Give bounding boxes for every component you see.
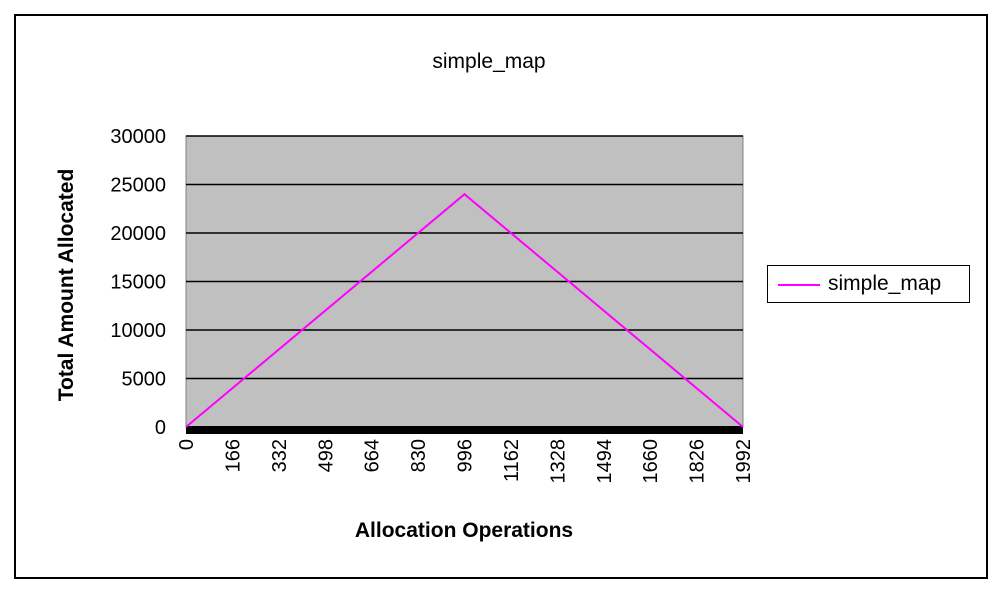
x-tick-label: 166	[222, 439, 244, 472]
x-tick-label: 996	[455, 439, 477, 472]
y-tick-label: 10000	[110, 320, 166, 342]
x-tick-label: 1328	[547, 439, 569, 484]
y-tick-label: 5000	[122, 369, 167, 391]
legend-line-swatch	[778, 284, 820, 286]
y-tick-labels: 0 5000 10000 15000 20000 25000 30000	[110, 126, 166, 439]
x-axis-title: Allocation Operations	[355, 519, 573, 542]
y-tick-label: 0	[155, 417, 166, 439]
x-tick-label: 0	[176, 439, 198, 450]
y-tick-label: 20000	[110, 223, 166, 245]
y-tick-label: 30000	[110, 126, 166, 148]
y-axis-title: Total Amount Allocated	[55, 169, 78, 402]
series-lines	[185, 192, 744, 428]
y-tick-label: 25000	[110, 175, 166, 197]
x-tick-label: 498	[315, 439, 337, 472]
x-tick-label: 1992	[733, 439, 755, 484]
legend-label: simple_map	[828, 272, 942, 295]
grid-lines	[186, 135, 743, 380]
x-tick-label: 1660	[640, 439, 662, 484]
legend: simple_map	[767, 265, 970, 303]
chart-title: simple_map	[432, 50, 545, 73]
x-axis-line	[186, 426, 743, 434]
x-tick-label: 332	[269, 439, 291, 472]
x-tick-label: 1162	[501, 439, 523, 482]
series-line-simple-map	[185, 192, 744, 428]
y-tick-label: 15000	[110, 272, 166, 294]
x-axis	[186, 426, 743, 434]
x-tick-label: 830	[408, 439, 430, 472]
x-tick-label: 1494	[594, 439, 616, 484]
x-tick-labels: 0 166 332 498 664 830 996 1162 1328 1494 1660 1826 1…	[176, 439, 755, 484]
x-tick-label: 1826	[687, 439, 709, 484]
x-tick-label: 664	[362, 439, 384, 472]
